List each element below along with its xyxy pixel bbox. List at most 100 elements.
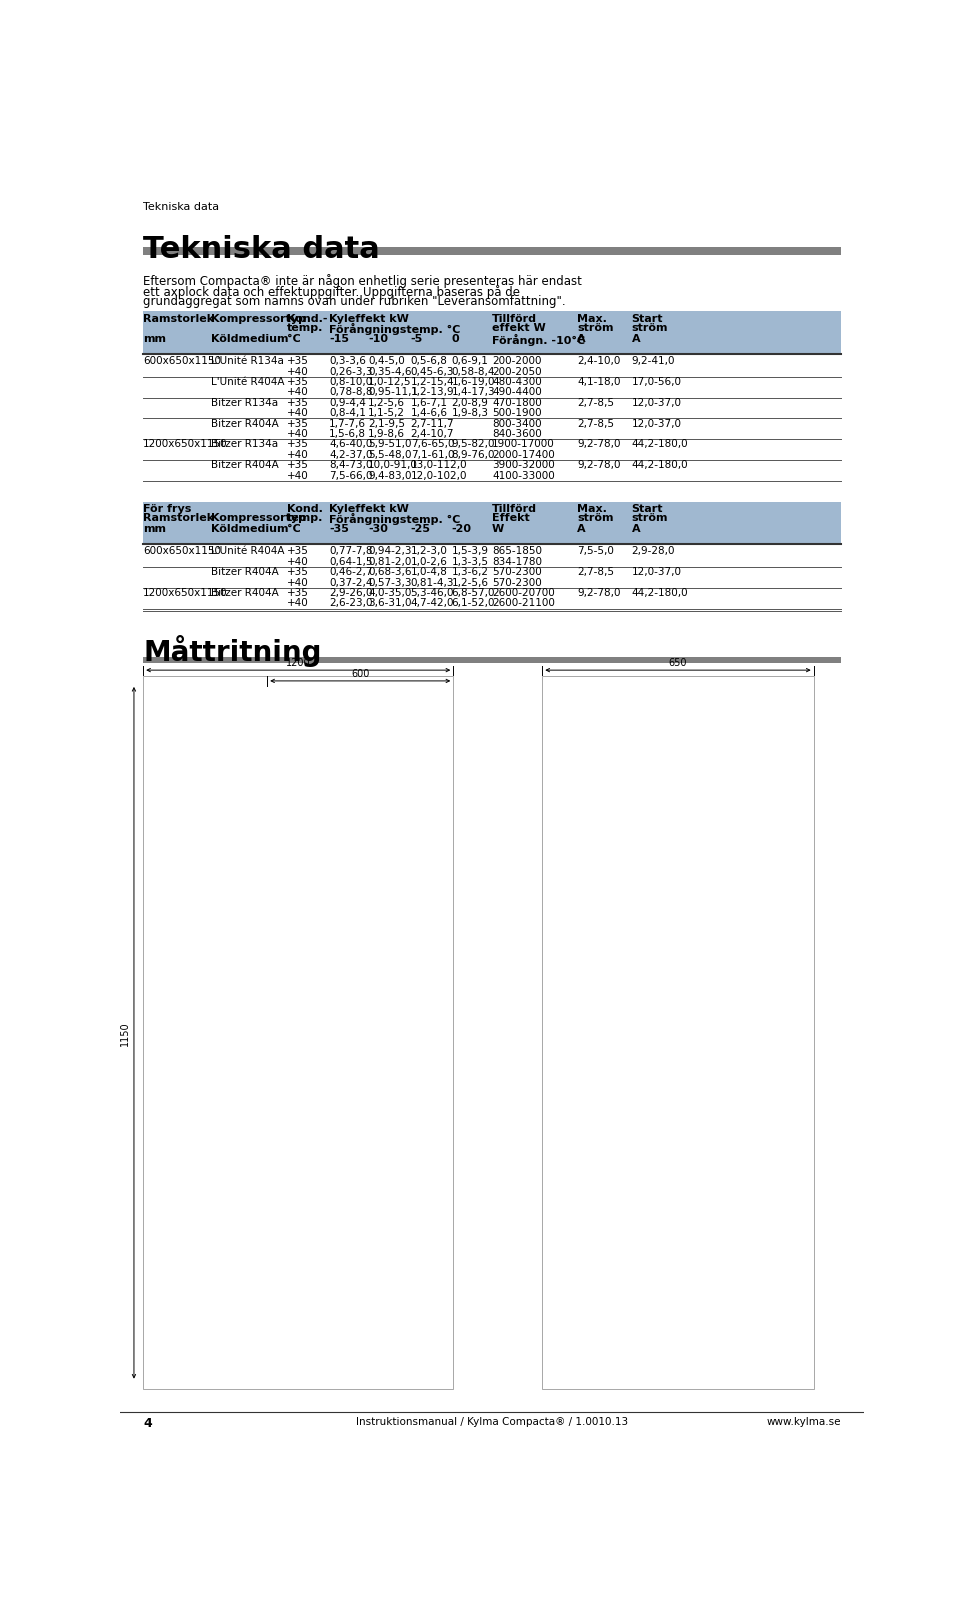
Text: 1,5-3,9: 1,5-3,9 xyxy=(452,546,489,556)
Text: 1,0-12,5: 1,0-12,5 xyxy=(368,376,412,387)
Text: Kond.-: Kond.- xyxy=(287,313,327,323)
Text: mm: mm xyxy=(143,524,166,534)
Text: 0: 0 xyxy=(452,334,459,344)
Text: 4: 4 xyxy=(143,1416,152,1429)
Text: 2,9-26,0: 2,9-26,0 xyxy=(329,588,372,598)
Text: 1,0-2,6: 1,0-2,6 xyxy=(411,556,447,566)
Text: 12,0-37,0: 12,0-37,0 xyxy=(632,567,682,577)
Text: 2,6-23,0: 2,6-23,0 xyxy=(329,598,372,607)
Text: Bitzer R404A: Bitzer R404A xyxy=(211,418,279,429)
Text: 0,35-4,6: 0,35-4,6 xyxy=(368,366,412,376)
Text: Köldmedium: Köldmedium xyxy=(211,334,289,344)
Text: 4,2-37,0: 4,2-37,0 xyxy=(329,450,372,460)
Text: 2600-20700: 2600-20700 xyxy=(492,588,555,598)
Text: L'Unité R134a: L'Unité R134a xyxy=(211,357,284,366)
FancyBboxPatch shape xyxy=(542,677,814,1390)
Text: 1,6-19,0: 1,6-19,0 xyxy=(452,376,495,387)
Text: 500-1900: 500-1900 xyxy=(492,408,541,418)
Text: 200-2050: 200-2050 xyxy=(492,366,541,376)
Text: 4100-33000: 4100-33000 xyxy=(492,471,555,480)
Text: Tillförd: Tillförd xyxy=(492,313,537,323)
Text: 1,5-6,8: 1,5-6,8 xyxy=(329,429,367,439)
Text: 800-3400: 800-3400 xyxy=(492,418,541,429)
Text: +40: +40 xyxy=(287,556,308,566)
Text: 12,0-37,0: 12,0-37,0 xyxy=(632,418,682,429)
Text: 2,4-10,7: 2,4-10,7 xyxy=(411,429,454,439)
Text: +35: +35 xyxy=(287,546,308,556)
Text: +40: +40 xyxy=(287,429,308,439)
Text: Start: Start xyxy=(632,503,663,514)
Text: Max.: Max. xyxy=(577,503,607,514)
Text: Ramstorlek: Ramstorlek xyxy=(143,313,214,323)
Text: 7,5-66,0: 7,5-66,0 xyxy=(329,471,372,480)
Text: Kond.: Kond. xyxy=(287,503,323,514)
Text: 200-2000: 200-2000 xyxy=(492,357,541,366)
Text: 0,26-3,3: 0,26-3,3 xyxy=(329,366,372,376)
Text: 5,9-51,0: 5,9-51,0 xyxy=(368,439,412,448)
Text: Förångningstemp. °C: Förångningstemp. °C xyxy=(329,323,461,334)
Text: +35: +35 xyxy=(287,460,308,469)
Text: temp.: temp. xyxy=(287,323,323,333)
Text: Tekniska data: Tekniska data xyxy=(143,202,220,212)
Text: 2,4-10,0: 2,4-10,0 xyxy=(577,357,620,366)
Text: www.kylma.se: www.kylma.se xyxy=(766,1416,841,1427)
FancyBboxPatch shape xyxy=(143,247,841,256)
Text: 1,2-5,6: 1,2-5,6 xyxy=(452,577,489,587)
Text: +40: +40 xyxy=(287,598,308,607)
Text: Kyleffekt kW: Kyleffekt kW xyxy=(329,503,409,514)
Text: -5: -5 xyxy=(411,334,422,344)
Text: Förångn. -10°C: Förångn. -10°C xyxy=(492,334,586,346)
FancyBboxPatch shape xyxy=(143,501,841,545)
Text: 5,5-48,0: 5,5-48,0 xyxy=(368,450,412,460)
Text: 650: 650 xyxy=(669,657,687,667)
Text: 0,8-4,1: 0,8-4,1 xyxy=(329,408,366,418)
Text: 0,78-8,8: 0,78-8,8 xyxy=(329,387,372,397)
Text: 1,2-5,6: 1,2-5,6 xyxy=(368,397,405,408)
Text: 2,7-8,5: 2,7-8,5 xyxy=(577,418,614,429)
Text: 4,7-42,0: 4,7-42,0 xyxy=(411,598,454,607)
Text: 600: 600 xyxy=(351,669,370,678)
Text: 0,58-8,4: 0,58-8,4 xyxy=(452,366,495,376)
Text: 1,4-17,3: 1,4-17,3 xyxy=(452,387,495,397)
Text: Köldmedium: Köldmedium xyxy=(211,524,289,534)
Text: 7,1-61,0: 7,1-61,0 xyxy=(411,450,454,460)
Text: 9,2-41,0: 9,2-41,0 xyxy=(632,357,675,366)
Text: Bitzer R404A: Bitzer R404A xyxy=(211,588,279,598)
Text: 0,37-2,4: 0,37-2,4 xyxy=(329,577,372,587)
Text: 0,94-2,3: 0,94-2,3 xyxy=(368,546,412,556)
Text: 1,3-3,5: 1,3-3,5 xyxy=(452,556,489,566)
Text: 1200x650x1150: 1200x650x1150 xyxy=(143,439,228,448)
Text: +40: +40 xyxy=(287,450,308,460)
Text: Bitzer R134a: Bitzer R134a xyxy=(211,397,278,408)
Text: 2,7-11,7: 2,7-11,7 xyxy=(411,418,454,429)
Text: 7,6-65,0: 7,6-65,0 xyxy=(411,439,454,448)
Text: Ramstorlek: Ramstorlek xyxy=(143,513,214,522)
Text: 1200: 1200 xyxy=(286,657,311,667)
Text: 0,3-3,6: 0,3-3,6 xyxy=(329,357,366,366)
Text: 1150: 1150 xyxy=(120,1020,130,1046)
Text: 865-1850: 865-1850 xyxy=(492,546,542,556)
Text: W: W xyxy=(492,524,504,534)
Text: 0,9-4,4: 0,9-4,4 xyxy=(329,397,366,408)
Text: Instruktionsmanual / Kylma Compacta® / 1.0010.13: Instruktionsmanual / Kylma Compacta® / 1… xyxy=(356,1416,628,1427)
Text: För frys: För frys xyxy=(143,503,192,514)
Text: 840-3600: 840-3600 xyxy=(492,429,541,439)
Text: mm: mm xyxy=(143,334,166,344)
Text: 1,3-6,2: 1,3-6,2 xyxy=(452,567,489,577)
Text: 3,6-31,0: 3,6-31,0 xyxy=(368,598,412,607)
Text: 0,46-2,7: 0,46-2,7 xyxy=(329,567,372,577)
Text: 0,77-7,8: 0,77-7,8 xyxy=(329,546,372,556)
Text: 0,68-3,6: 0,68-3,6 xyxy=(368,567,412,577)
Text: ström: ström xyxy=(632,513,668,522)
Text: 2,7-8,5: 2,7-8,5 xyxy=(577,397,614,408)
Text: Måttritning: Måttritning xyxy=(143,635,322,667)
Text: +40: +40 xyxy=(287,387,308,397)
Text: °C: °C xyxy=(287,524,300,534)
Text: 0,81-4,3: 0,81-4,3 xyxy=(411,577,454,587)
Text: ström: ström xyxy=(577,323,613,333)
Text: Bitzer R404A: Bitzer R404A xyxy=(211,567,279,577)
Text: 44,2-180,0: 44,2-180,0 xyxy=(632,460,688,469)
Text: 1,1-5,2: 1,1-5,2 xyxy=(368,408,405,418)
Text: +35: +35 xyxy=(287,397,308,408)
Text: A: A xyxy=(577,524,586,534)
